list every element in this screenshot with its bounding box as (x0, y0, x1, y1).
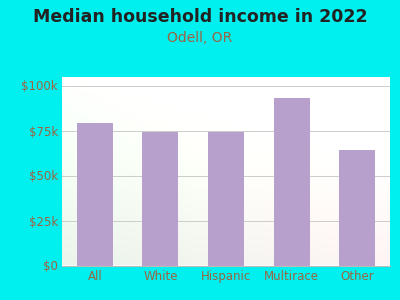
Text: Odell, OR: Odell, OR (167, 32, 233, 46)
Text: Median household income in 2022: Median household income in 2022 (33, 8, 367, 26)
Bar (274, 98, 310, 266)
Bar (208, 132, 244, 266)
Bar (142, 132, 178, 266)
Bar (77, 123, 113, 266)
Bar (339, 150, 375, 266)
